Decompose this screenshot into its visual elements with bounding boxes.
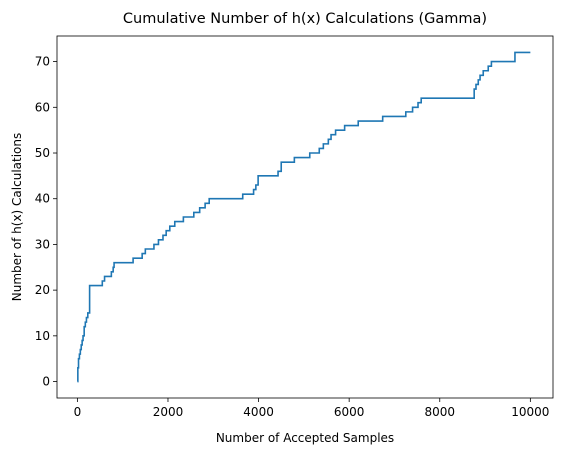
x-tick-label: 8000 xyxy=(424,405,455,419)
x-tick-label: 6000 xyxy=(334,405,365,419)
y-tick-label: 50 xyxy=(35,146,50,160)
x-tick-label: 10000 xyxy=(511,405,549,419)
y-axis-label: Number of h(x) Calculations xyxy=(10,133,24,301)
y-tick-label: 10 xyxy=(35,329,50,343)
x-axis-ticks: 0 2000 4000 6000 8000 10000 xyxy=(74,398,549,419)
x-tick-label: 0 xyxy=(74,405,82,419)
y-tick-label: 40 xyxy=(35,192,50,206)
y-tick-label: 70 xyxy=(35,55,50,69)
y-tick-label: 0 xyxy=(42,375,50,389)
data-series-line xyxy=(77,51,531,383)
plot-area xyxy=(56,35,554,399)
axes-frame xyxy=(56,35,554,399)
x-tick-label: 4000 xyxy=(243,405,274,419)
y-tick-label: 30 xyxy=(35,237,50,251)
x-axis-label: Number of Accepted Samples xyxy=(216,431,394,445)
axes-background xyxy=(57,36,553,398)
y-tick-label: 20 xyxy=(35,283,50,297)
y-axis-ticks: 0 10 20 30 40 50 60 70 xyxy=(35,55,57,389)
x-tick-label: 2000 xyxy=(153,405,184,419)
y-tick-label: 60 xyxy=(35,100,50,114)
chart-title: Cumulative Number of h(x) Calculations (… xyxy=(123,11,487,27)
